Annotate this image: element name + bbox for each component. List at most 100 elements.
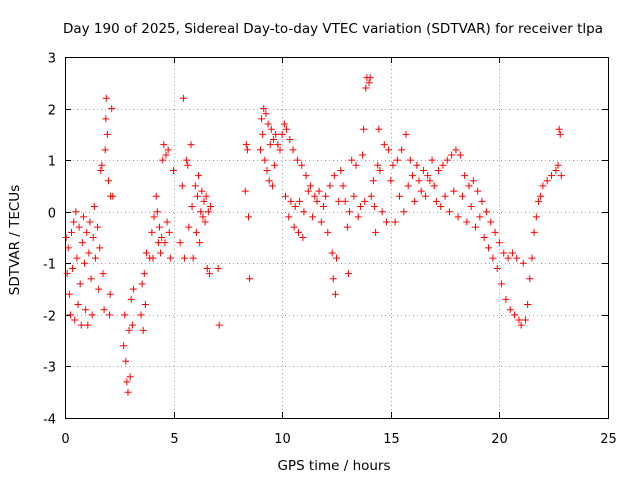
data-point (265, 177, 273, 185)
data-point (337, 166, 345, 174)
data-point (170, 166, 178, 174)
data-point (161, 239, 169, 247)
data-point (302, 172, 310, 180)
data-point (78, 239, 86, 247)
data-point (267, 125, 275, 133)
x-tick-label: 5 (170, 432, 178, 447)
data-point (137, 311, 145, 319)
data-point (304, 187, 312, 195)
data-point (456, 151, 464, 159)
data-point (498, 280, 506, 288)
data-point (187, 141, 195, 149)
data-point (317, 218, 325, 226)
data-point (491, 228, 499, 236)
data-point (79, 213, 87, 221)
data-point (200, 197, 208, 205)
data-point (198, 187, 206, 195)
data-point (264, 120, 272, 128)
data-point (306, 182, 314, 190)
data-point (188, 203, 196, 211)
data-point (300, 208, 308, 216)
data-point (400, 208, 408, 216)
data-point (315, 187, 323, 195)
data-point (398, 146, 406, 154)
data-point (72, 208, 80, 216)
data-point (548, 172, 556, 180)
data-point (287, 197, 295, 205)
data-point (159, 156, 167, 164)
x-tick-label: 25 (600, 432, 617, 447)
data-point (443, 156, 451, 164)
data-point (432, 197, 440, 205)
data-point (552, 166, 560, 174)
data-point (205, 270, 213, 278)
data-point (201, 218, 209, 226)
data-point (280, 120, 288, 128)
data-point (75, 223, 83, 231)
data-point (489, 254, 497, 262)
data-point (87, 275, 95, 283)
x-tick-label: 0 (61, 432, 69, 447)
data-point (62, 234, 70, 241)
data-point (281, 192, 289, 200)
data-point (84, 321, 92, 329)
data-point (504, 254, 512, 262)
data-point (521, 316, 529, 324)
data-point (158, 234, 166, 241)
data-point (528, 254, 536, 262)
data-point (89, 234, 97, 241)
y-tick-label: 3 (48, 52, 56, 67)
data-point (493, 264, 501, 272)
data-point (348, 156, 356, 164)
data-point (539, 182, 547, 190)
data-point (406, 156, 414, 164)
data-point (77, 321, 85, 329)
data-point (81, 259, 89, 267)
data-point (487, 218, 495, 226)
data-point (441, 192, 449, 200)
data-point (98, 161, 106, 169)
data-point (391, 218, 399, 226)
y-tick-label: -3 (43, 361, 56, 376)
data-points (62, 74, 565, 396)
data-point (71, 316, 79, 324)
data-point (243, 146, 251, 154)
data-point (350, 192, 358, 200)
data-point (335, 197, 343, 205)
data-point (389, 161, 397, 169)
data-point (322, 192, 330, 200)
data-point (291, 203, 299, 211)
data-point (99, 270, 107, 278)
data-point (554, 161, 562, 169)
chart-title: Day 190 of 2025, Sidereal Day-to-day VTE… (63, 21, 603, 37)
plot-frame (65, 57, 609, 419)
data-point (426, 177, 434, 185)
data-point (148, 228, 156, 236)
data-point (333, 254, 340, 262)
data-point (428, 156, 436, 164)
data-point (374, 161, 382, 169)
data-point (103, 130, 111, 138)
data-point (69, 264, 77, 272)
data-point (395, 192, 403, 200)
data-point (424, 172, 432, 180)
x-axis-label: GPS time / hours (277, 458, 390, 474)
data-point (417, 187, 425, 195)
data-point (482, 208, 490, 216)
data-point (122, 357, 130, 365)
data-point (120, 342, 128, 350)
data-point (74, 301, 82, 309)
data-point (82, 306, 90, 314)
data-point (474, 187, 482, 195)
data-point (402, 130, 410, 138)
x-tick-label: 20 (491, 432, 508, 447)
data-point (543, 177, 551, 185)
data-point (380, 141, 388, 149)
data-point (196, 239, 204, 247)
data-point (138, 280, 146, 288)
data-point (375, 125, 383, 133)
data-point (298, 161, 306, 169)
data-point (445, 208, 453, 216)
data-point (95, 285, 103, 293)
